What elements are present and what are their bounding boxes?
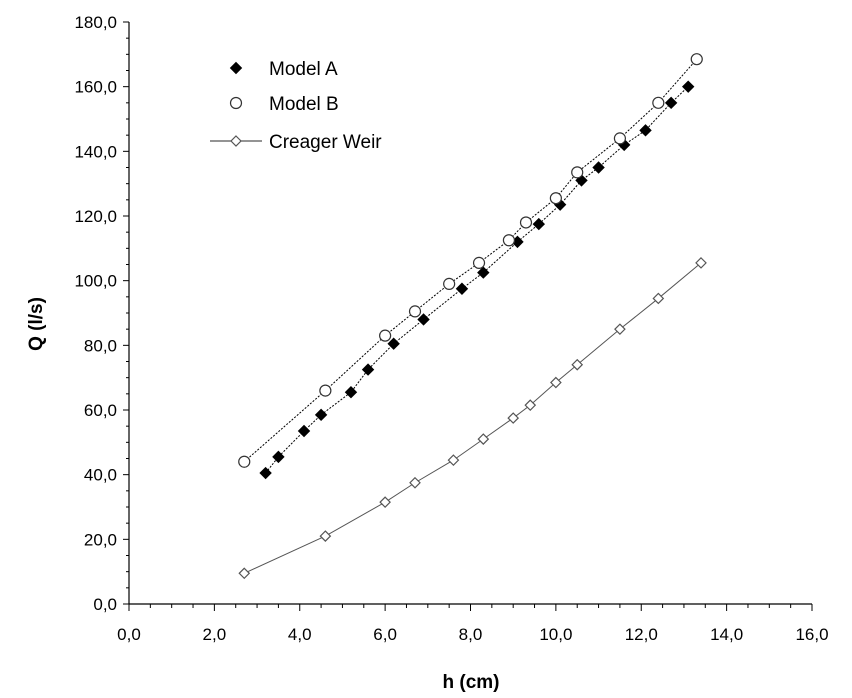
data-point — [519, 216, 533, 229]
data-point — [297, 424, 311, 438]
data-point — [443, 277, 456, 290]
data-point — [238, 567, 251, 580]
data-point — [571, 166, 584, 179]
x-tick-label: 16,0 — [795, 625, 828, 644]
data-point — [592, 161, 605, 174]
series-line — [244, 262, 702, 574]
y-axis-title: Q (l/s) — [26, 297, 47, 351]
data-point — [272, 450, 285, 464]
data-point — [344, 386, 358, 399]
data-point — [695, 257, 707, 269]
data-point — [524, 399, 537, 411]
data-point — [532, 217, 546, 231]
x-tick-label: 0,0 — [117, 625, 141, 644]
y-tick-label: 20,0 — [84, 530, 117, 549]
y-tick-label: 40,0 — [84, 466, 117, 485]
x-tick-label: 8,0 — [459, 625, 483, 644]
x-tick-label: 10,0 — [539, 625, 572, 644]
legend-label: Model B — [269, 94, 339, 115]
legend: Model A Model B Creager Weir — [210, 59, 382, 153]
y-tick-label: 160,0 — [74, 78, 117, 97]
y-tick-label: 140,0 — [74, 142, 117, 161]
y-tick-label: 180,0 — [74, 13, 117, 32]
data-point — [408, 305, 422, 318]
data-point — [652, 96, 665, 109]
legend-label: Creager Weir — [269, 132, 382, 153]
data-point — [417, 313, 430, 326]
data-point — [652, 292, 665, 305]
data-point — [550, 376, 562, 389]
legend-marker — [229, 61, 243, 75]
series-line — [243, 58, 698, 463]
series-layer — [238, 53, 707, 580]
legend-item: Model A — [229, 59, 338, 80]
x-tick-label: 14,0 — [710, 625, 743, 644]
data-point — [238, 455, 251, 468]
data-point — [664, 96, 678, 110]
data-point — [690, 53, 703, 66]
x-axis-title: h (cm) — [443, 672, 500, 693]
series-model-a — [259, 80, 695, 480]
data-point — [477, 433, 490, 445]
data-point — [472, 256, 486, 269]
x-tick-label: 12,0 — [625, 625, 658, 644]
x-tick-label: 4,0 — [288, 625, 312, 644]
legend-marker — [229, 96, 243, 110]
x-tick-label: 2,0 — [203, 625, 227, 644]
data-point — [613, 132, 627, 145]
data-point — [447, 454, 460, 466]
legend-marker — [230, 135, 242, 147]
y-tick-label: 120,0 — [74, 207, 117, 226]
data-point — [477, 266, 490, 279]
y-tick-label: 60,0 — [84, 401, 117, 420]
y-tick-label: 100,0 — [74, 272, 117, 291]
data-point — [409, 476, 421, 489]
data-point — [571, 358, 584, 371]
data-point — [379, 329, 392, 342]
data-point — [455, 282, 469, 295]
data-point — [361, 363, 375, 376]
data-point — [314, 408, 328, 422]
data-point — [387, 337, 400, 350]
data-point — [681, 80, 695, 93]
data-point — [507, 412, 520, 424]
data-point — [549, 192, 562, 205]
data-point — [639, 124, 652, 137]
series-creager-weir — [238, 257, 707, 580]
series-model-b — [238, 53, 703, 468]
data-point — [502, 234, 516, 247]
data-point — [614, 323, 626, 336]
y-tick-label: 0,0 — [93, 595, 117, 614]
legend-item: Creager Weir — [210, 132, 382, 153]
y-tick-label: 80,0 — [84, 336, 117, 355]
data-point — [319, 384, 332, 397]
data-point — [379, 496, 391, 508]
axes: 0,0 20,0 40,0 60,0 80,0 100,0 120,0 140,0 160,0 1… — [74, 13, 828, 644]
data-point — [259, 466, 272, 480]
legend-label: Model A — [269, 59, 338, 80]
data-point — [319, 530, 332, 542]
legend-item: Model B — [229, 94, 339, 115]
x-tick-label: 6,0 — [373, 625, 397, 644]
